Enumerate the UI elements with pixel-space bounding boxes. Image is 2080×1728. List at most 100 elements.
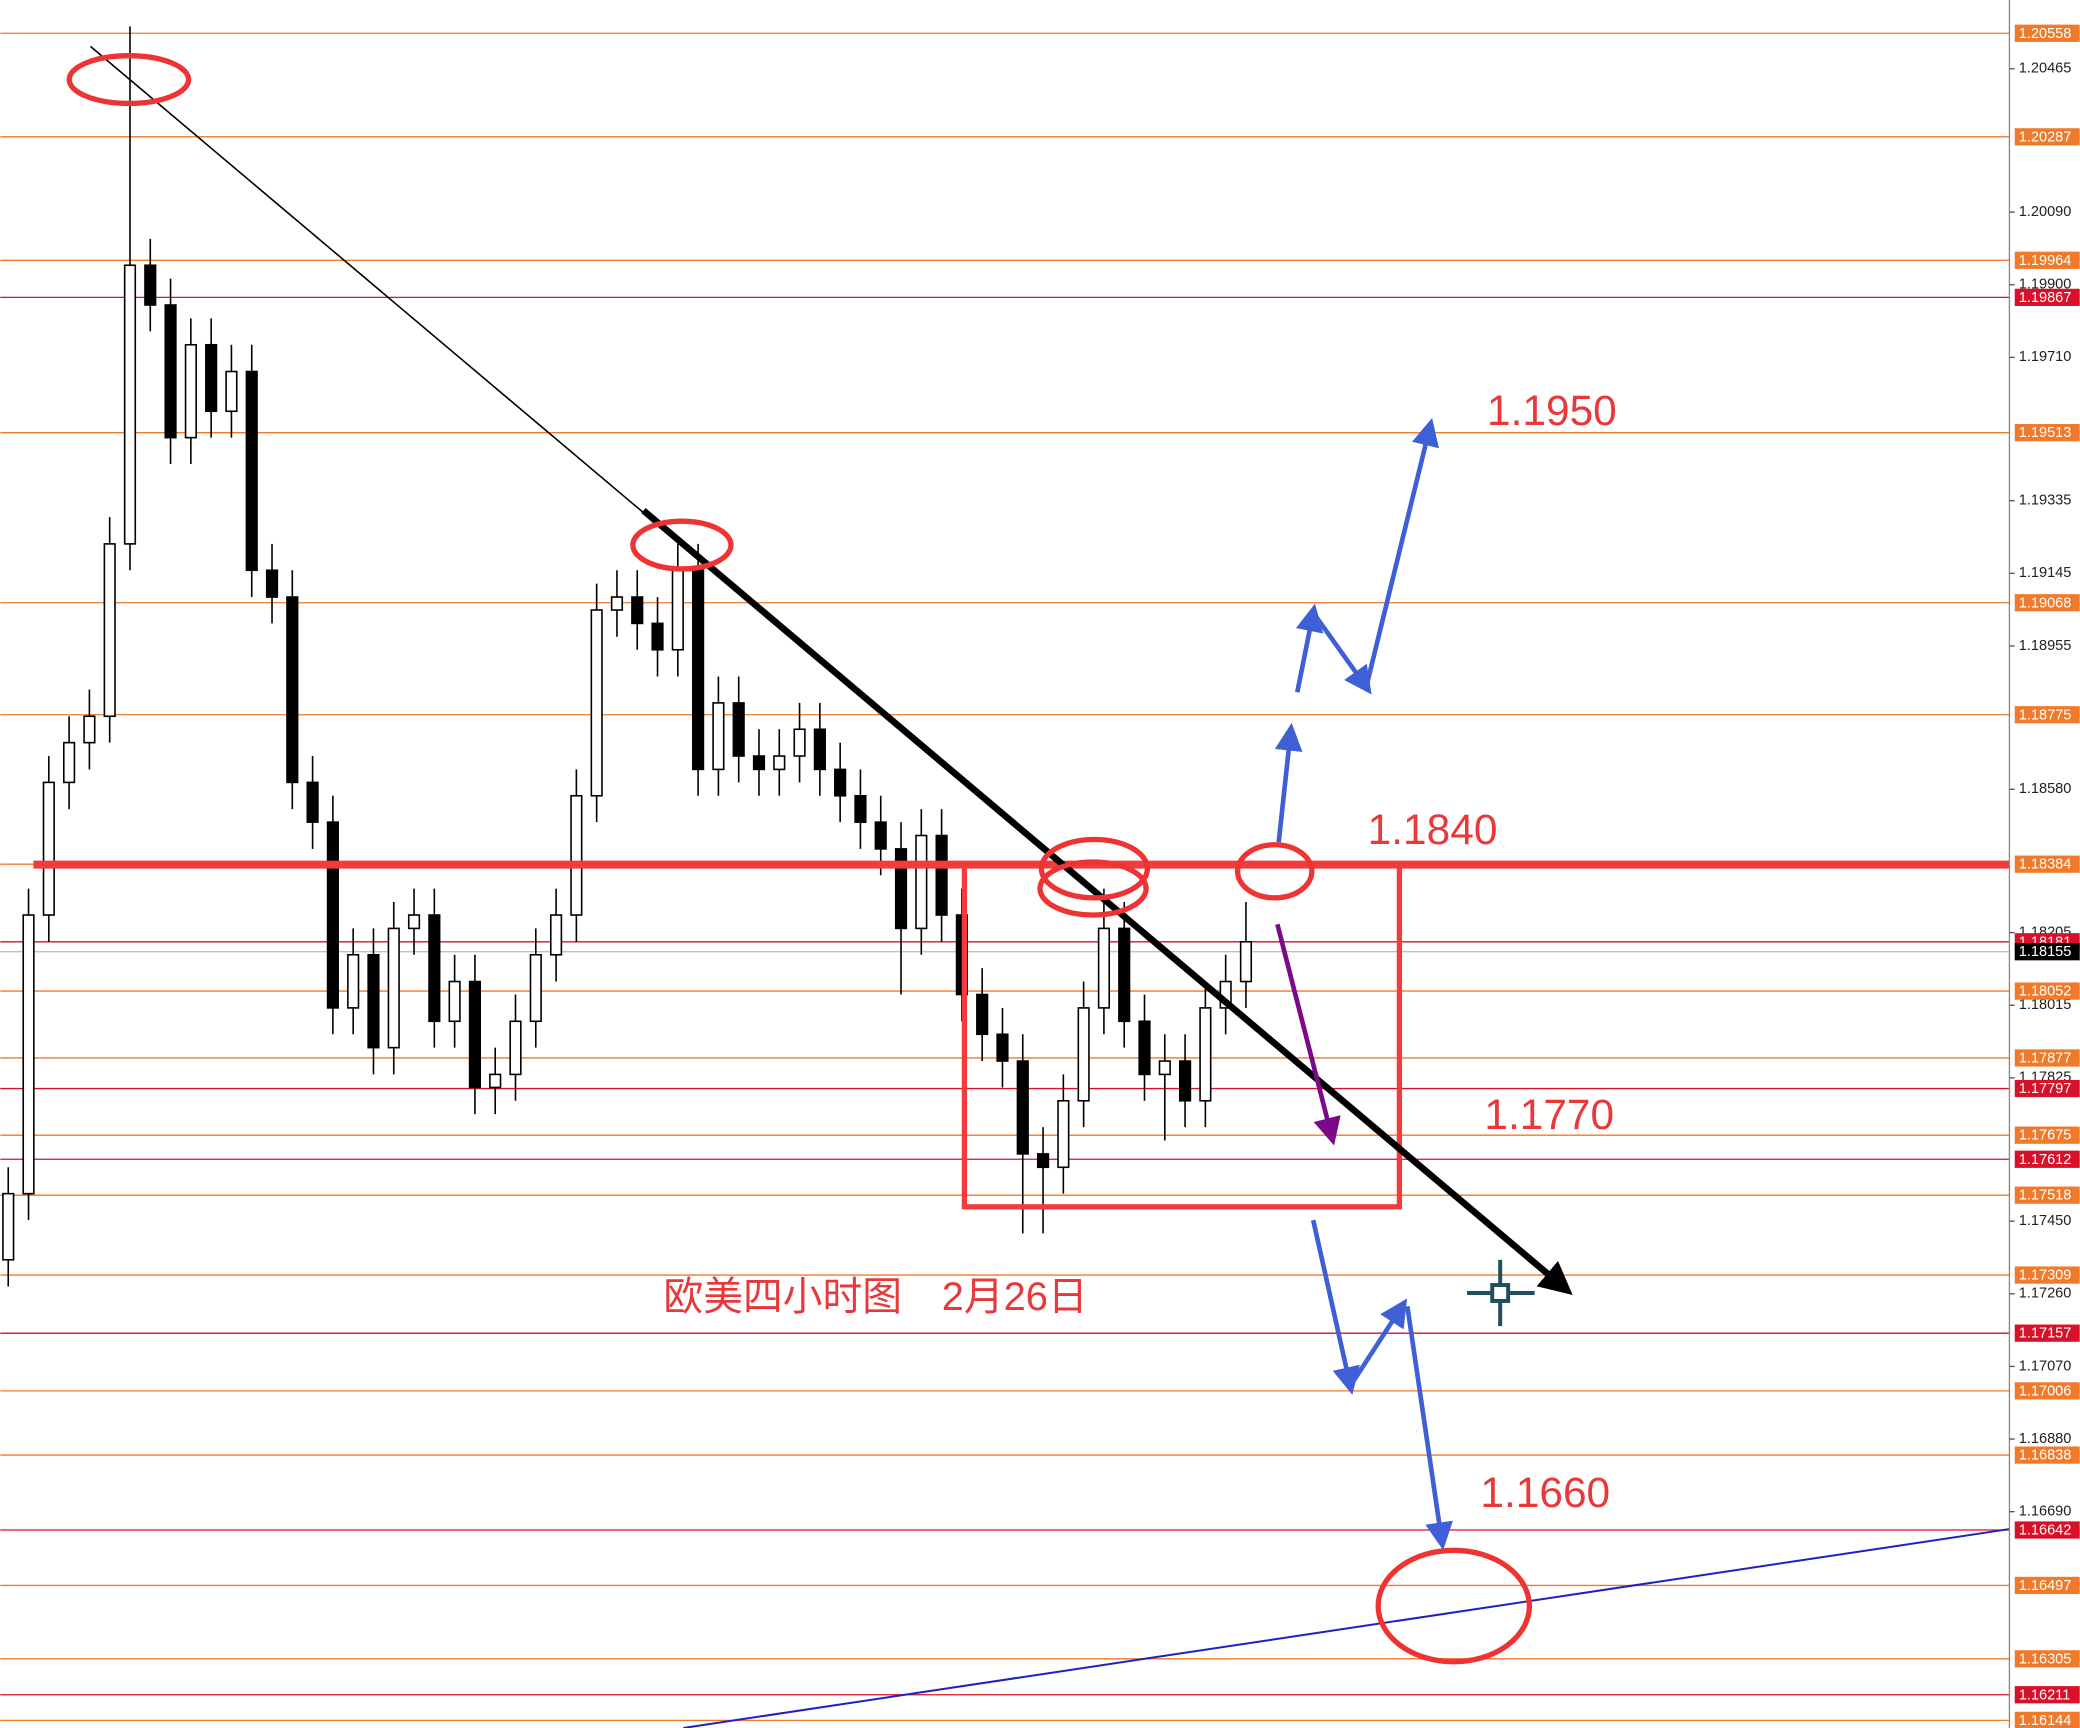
candle-body	[549, 914, 563, 956]
crosshair-box	[1490, 1283, 1511, 1303]
candle-body	[1199, 1007, 1212, 1102]
candle-body	[712, 702, 725, 771]
candle-body	[1077, 1007, 1090, 1102]
arrow	[1295, 603, 1324, 693]
y-tick-label: 1.19710	[2019, 349, 2072, 365]
candle-body	[1118, 927, 1131, 1023]
level-label-box	[2014, 1186, 2080, 1204]
level-label-box	[2014, 24, 2080, 42]
candle-body	[63, 741, 76, 784]
annotation: 1.1660	[1480, 1469, 1610, 1516]
level-label: 1.20558	[2019, 26, 2072, 42]
candle-body	[773, 755, 786, 771]
candle-body	[1057, 1099, 1070, 1169]
candle-body	[306, 781, 319, 823]
candle-body	[529, 953, 542, 1023]
candle-body	[347, 953, 360, 1009]
y-tick-label: 1.18955	[2019, 638, 2072, 654]
level-label-box	[2014, 594, 2080, 612]
current-price-label: 1.18155	[2019, 944, 2072, 960]
level-label: 1.19867	[2019, 290, 2072, 306]
level-label: 1.18052	[2019, 984, 2072, 1000]
candle-body	[692, 569, 705, 771]
candle-body	[1239, 940, 1253, 983]
level-label-box	[2014, 1382, 2080, 1400]
level-label-box	[2014, 1576, 2080, 1595]
level-label-box	[2014, 1446, 2080, 1464]
level-label: 1.17157	[2019, 1326, 2072, 1342]
candle-body	[1178, 1060, 1192, 1102]
level-label-box	[2014, 251, 2080, 269]
arrow	[1348, 1298, 1408, 1388]
candle-body	[225, 370, 238, 413]
level-label: 1.19964	[2019, 253, 2072, 269]
candle-body	[915, 834, 928, 930]
candle-body	[1138, 1020, 1151, 1076]
candle-body	[570, 794, 583, 916]
circle	[1234, 842, 1315, 901]
candle-body	[671, 569, 684, 651]
level-label-box	[2014, 1049, 2080, 1067]
level-label-box	[2014, 1521, 2080, 1539]
candle-body	[428, 914, 441, 1023]
level-label: 1.19513	[2019, 425, 2072, 441]
arrow	[1310, 1219, 1360, 1395]
level-label: 1.17675	[2019, 1128, 2072, 1144]
level-label: 1.16497	[2019, 1578, 2072, 1594]
current-price-box	[2014, 943, 2080, 961]
y-tick-label: 1.16880	[2019, 1431, 2072, 1447]
crosshair	[1467, 1259, 1535, 1327]
annotation: 1.1770	[1484, 1091, 1614, 1138]
range-box	[961, 862, 1403, 1210]
candle-body	[144, 264, 157, 306]
arrow	[1311, 611, 1372, 695]
circle	[630, 518, 734, 572]
arrow	[1275, 923, 1341, 1146]
circle	[66, 53, 192, 107]
candle-body	[976, 993, 989, 1036]
candle-body	[793, 728, 806, 757]
candle-body	[935, 834, 948, 916]
candle-body	[103, 543, 116, 718]
arrow	[1363, 418, 1440, 688]
candle-body	[326, 821, 339, 1009]
level-label: 1.16305	[2019, 1651, 2072, 1667]
level-label: 1.18384	[2019, 857, 2072, 873]
chart-title: 欧美四小时图 2月26日	[663, 1275, 1087, 1319]
candle-body	[245, 370, 258, 572]
candle-body	[123, 264, 137, 545]
level-label: 1.16838	[2019, 1448, 2072, 1464]
level-label-box	[2014, 1324, 2080, 1342]
level-label: 1.17518	[2019, 1188, 2072, 1204]
candle-body	[265, 569, 279, 598]
level-label-box	[2014, 1711, 2080, 1728]
candle-body	[752, 755, 766, 771]
level-label-box	[2014, 288, 2080, 306]
level-label: 1.17006	[2019, 1383, 2072, 1399]
candle-body	[205, 343, 218, 413]
candle-body	[448, 980, 461, 1023]
candle-body	[874, 821, 887, 850]
annotation: 1.1950	[1487, 387, 1617, 434]
candle-body	[164, 304, 177, 439]
candle-body	[610, 596, 624, 611]
y-tick-label: 1.20090	[2019, 204, 2072, 220]
y-tick-label: 1.17260	[2019, 1286, 2072, 1302]
y-tick-label: 1.19145	[2019, 565, 2072, 581]
level-label-box	[2014, 982, 2080, 1000]
level-label-box	[2014, 1686, 2080, 1704]
circles	[66, 53, 1533, 1665]
candle-body	[468, 980, 482, 1089]
level-label: 1.17612	[2019, 1152, 2072, 1168]
candle-body	[1158, 1060, 1171, 1076]
level-label-box	[2014, 1079, 2080, 1098]
candle-body	[367, 953, 380, 1049]
candle-body	[83, 715, 96, 744]
candle-body	[651, 622, 664, 651]
candle-body	[407, 914, 421, 930]
y-tick-label: 1.20465	[2019, 61, 2072, 77]
arrow	[1274, 722, 1303, 843]
candle-body	[42, 781, 55, 916]
candle-body	[732, 702, 745, 757]
candle-body	[1016, 1060, 1029, 1155]
